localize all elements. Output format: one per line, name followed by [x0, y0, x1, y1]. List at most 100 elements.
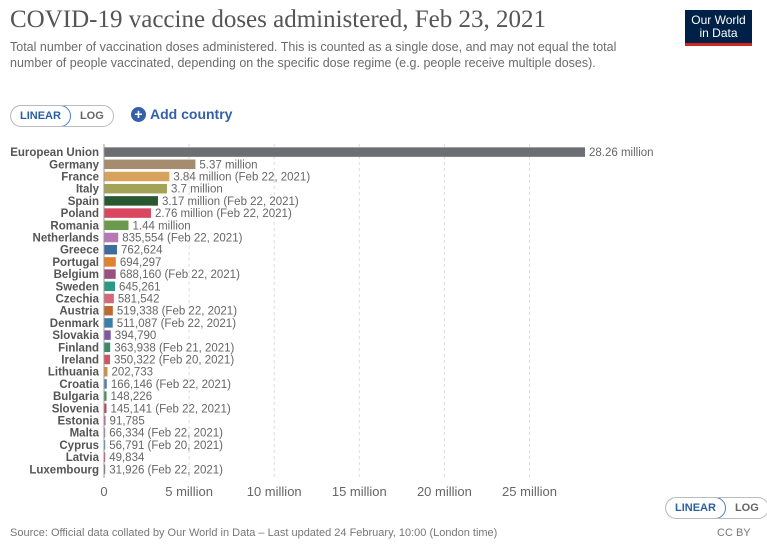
bar-category-label: European Union	[10, 147, 99, 159]
bar	[104, 366, 108, 377]
owid-logo[interactable]: Our World in Data	[685, 10, 752, 46]
x-tick-label: 5 million	[165, 484, 213, 499]
source-note: Source: Official data collated by Our Wo…	[10, 527, 498, 539]
bar	[104, 208, 151, 218]
bar-category-label: Portugal	[52, 257, 99, 269]
bar	[104, 391, 107, 401]
bar-value-label: 581,542	[118, 294, 160, 306]
x-tick-label: 25 million	[502, 484, 557, 499]
bar-value-label: 5.37 million	[199, 159, 257, 171]
bar	[104, 171, 170, 182]
bar	[104, 330, 111, 340]
bar-category-label: Slovakia	[52, 330, 99, 342]
x-tick-label: 15 million	[332, 484, 387, 499]
log-button-bottom[interactable]: LOG	[734, 502, 759, 514]
bar	[104, 281, 115, 292]
bar-category-label: Slovenia	[52, 403, 100, 415]
x-tick-label: 10 million	[247, 484, 302, 499]
bar	[104, 342, 111, 353]
bar-value-label: 1.44 million	[133, 220, 191, 232]
bar	[104, 196, 158, 206]
bar-category-label: Croatia	[59, 379, 99, 391]
bar-value-label: 166,146 (Feb 22, 2021)	[111, 379, 231, 391]
bar	[104, 159, 196, 170]
bar-value-label: 350,322 (Feb 20, 2021)	[114, 355, 234, 367]
bar	[104, 440, 106, 450]
bar-value-label: 688,160 (Feb 22, 2021)	[120, 269, 240, 281]
bar-value-label: 519,338 (Feb 22, 2021)	[117, 306, 237, 318]
chart-title: COVID-19 vaccine doses administered, Feb…	[10, 6, 546, 33]
bar-category-label: Latvia	[66, 452, 100, 464]
bar-category-label: Poland	[61, 208, 99, 220]
bar-category-label: Lithuania	[48, 367, 100, 379]
bar	[104, 318, 113, 328]
bar	[104, 379, 107, 389]
bar-category-label: France	[61, 172, 99, 184]
bar-category-label: Ireland	[61, 355, 99, 367]
bar-value-label: 3.84 million (Feb 22, 2021)	[173, 172, 310, 184]
logo-line-1: Our World	[691, 13, 746, 27]
bar	[104, 220, 129, 231]
bar	[104, 427, 106, 438]
scale-toggle-bottom: LINEAR LOG	[665, 497, 767, 519]
bar	[104, 269, 116, 279]
bar-category-label: Romania	[50, 220, 99, 232]
bar-category-label: Luxembourg	[29, 464, 99, 476]
bar	[104, 257, 116, 267]
bar-category-label: Estonia	[57, 416, 99, 428]
bar-value-label: 694,297	[120, 257, 162, 269]
bar-value-label: 2.76 million (Feb 22, 2021)	[155, 208, 292, 220]
bar-category-label: Finland	[58, 342, 99, 354]
bar	[104, 415, 106, 426]
bar	[104, 293, 114, 304]
bar-category-label: Greece	[60, 245, 99, 257]
bar-value-label: 762,624	[121, 245, 163, 257]
bar-category-label: Denmark	[50, 318, 100, 330]
chart-subtitle: Total number of vaccination doses admini…	[10, 40, 617, 70]
bar-category-label: Malta	[70, 428, 100, 440]
bar	[104, 244, 117, 255]
bar-value-label: 3.7 million	[171, 184, 223, 196]
bar-value-label: 835,554 (Feb 22, 2021)	[122, 233, 242, 245]
bar-value-label: 31,926 (Feb 22, 2021)	[109, 464, 223, 476]
bar-value-label: 148,226	[111, 391, 153, 403]
bar-value-label: 3.17 million (Feb 22, 2021)	[162, 196, 299, 208]
bar-value-label: 202,733	[111, 367, 153, 379]
bar	[104, 452, 106, 462]
bar-category-label: Bulgaria	[53, 391, 100, 403]
x-tick-label: 20 million	[417, 484, 472, 499]
add-country-button[interactable]: + Add country	[131, 106, 232, 122]
bar	[104, 147, 585, 157]
log-button[interactable]: LOG	[79, 110, 104, 122]
bar-category-label: Spain	[68, 196, 99, 208]
scale-toggle-top: LINEAR LOG	[10, 105, 114, 127]
bar-category-label: Austria	[59, 306, 99, 318]
bar-value-label: 66,334 (Feb 22, 2021)	[109, 428, 223, 440]
bar	[104, 305, 113, 316]
bar-category-label: Belgium	[54, 269, 99, 281]
bar-category-label: Germany	[49, 159, 99, 171]
bar-value-label: 645,261	[119, 281, 161, 293]
bar-category-label: Czechia	[56, 294, 100, 306]
bar	[104, 464, 106, 475]
license-link[interactable]: CC BY	[717, 527, 751, 539]
linear-button-bottom[interactable]: LINEAR	[665, 498, 726, 518]
logo-line-2: in Data	[699, 26, 738, 40]
x-tick-label: 0	[100, 484, 107, 499]
bar-value-label: 145,141 (Feb 22, 2021)	[110, 403, 230, 415]
linear-button[interactable]: LINEAR	[10, 106, 71, 126]
bar-value-label: 91,785	[110, 416, 145, 428]
bar-value-label: 511,087 (Feb 22, 2021)	[117, 318, 237, 330]
bar-chart: 0 5 million 10 million 15 million 20 million…	[10, 144, 654, 499]
bar-value-label: 363,938 (Feb 21, 2021)	[114, 342, 234, 354]
bar	[104, 403, 107, 414]
bar-category-label: Italy	[76, 184, 100, 196]
bar	[104, 354, 110, 365]
bar	[104, 232, 119, 243]
bar-value-label: 394,790	[115, 330, 157, 342]
bar-value-label: 56,791 (Feb 20, 2021)	[109, 440, 223, 452]
plus-icon: +	[131, 106, 146, 122]
bar-category-label: Cyprus	[59, 440, 99, 452]
bar-value-label: 28.26 million	[589, 147, 654, 159]
bar	[104, 183, 167, 194]
